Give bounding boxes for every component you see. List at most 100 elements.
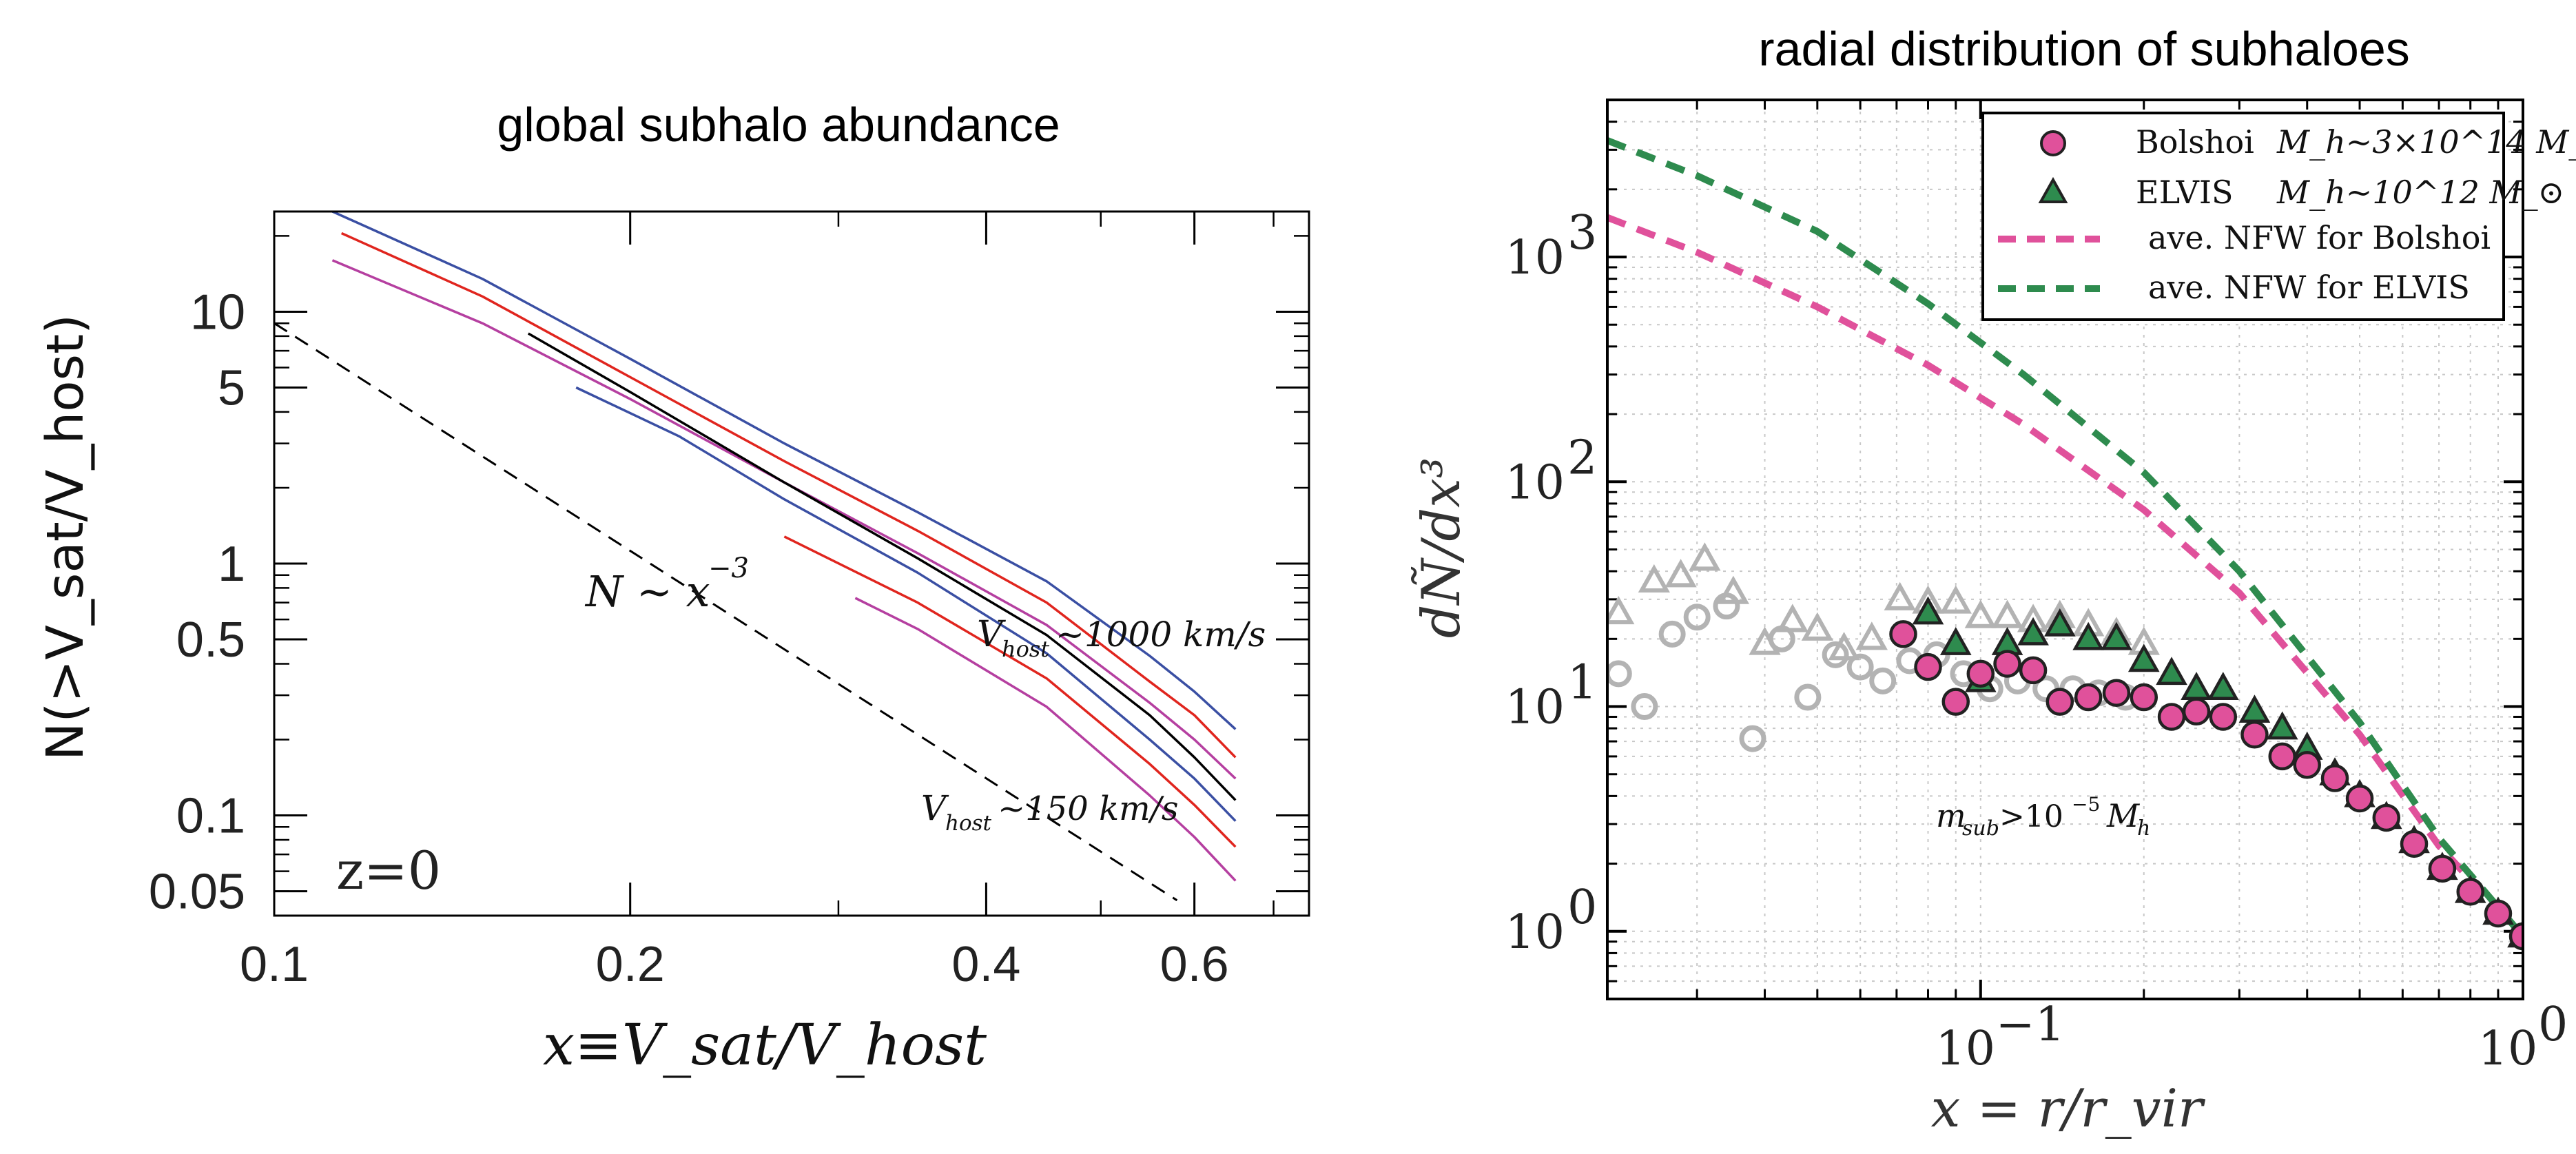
point-bolshoi-grey- — [1794, 683, 1822, 711]
right-y-tick-exponent: 2 — [1567, 431, 1597, 485]
point-bolshoi — [2372, 803, 2401, 832]
point-bolshoi — [2019, 656, 2048, 685]
point-bolshoi — [2293, 750, 2321, 779]
left-x-tick-label: 0.6 — [1160, 937, 1229, 992]
left-x-tick-label: 0.1 — [240, 937, 309, 992]
legend-label-elvis: ELVIS — [2136, 174, 2234, 211]
msub-annotation-sub: sub — [1962, 816, 1999, 841]
left-y-tick-label: 10 — [190, 285, 245, 340]
point-bolshoi-grey- — [1683, 604, 1711, 631]
legend: Bolshoi M_h~3×10^14 M_⊙ ELVIS M_h~10^12 … — [1981, 112, 2576, 321]
line-black-median — [527, 332, 1237, 801]
left-y-tick-label: 1 — [218, 537, 245, 592]
point-elvis — [2238, 694, 2271, 723]
point-elvis-grey- — [1855, 621, 1888, 650]
line-power-law-x-3 — [274, 322, 1178, 902]
point-elvis — [2181, 672, 2212, 700]
point-elvis-grey- — [1964, 599, 1997, 628]
point-bolshoi — [2130, 683, 2158, 712]
point-bolshoi — [2320, 764, 2349, 792]
legend-label-nfw-elvis: ave. NFW for ELVIS — [2148, 269, 2470, 306]
point-bolshoi — [2428, 854, 2457, 883]
right-grid — [1607, 100, 2523, 999]
point-elvis-grey- — [1665, 559, 1697, 588]
point-elvis — [2017, 617, 2049, 646]
line-blue-upper — [331, 212, 1237, 730]
point-bolshoi — [2456, 878, 2484, 906]
left-y-tick-label: 5 — [218, 361, 245, 416]
msub-annotation-tail: M — [2106, 797, 2141, 834]
point-elvis-grey- — [1607, 596, 1635, 625]
right-y-tick-exponent: 0 — [1567, 880, 1597, 935]
right-x-tick-label: 10 — [1936, 1022, 1996, 1076]
point-elvis — [2156, 657, 2187, 686]
point-elvis — [2127, 643, 2160, 672]
point-elvis-grey- — [1776, 604, 1809, 632]
line-red-lower — [783, 535, 1237, 848]
right-ylabel: dÑ/dx³ — [1410, 457, 1472, 639]
left-ticks: 0.1 0.2 0.4 0.6 0.05 0.1 0.5 1 5 10 — [149, 212, 1309, 992]
point-bolshoi — [2102, 679, 2131, 707]
vhost-high-value: ~1000 km/s — [1055, 615, 1266, 655]
right-x-tick-exponent: −1 — [1996, 998, 2065, 1052]
point-bolshoi — [1993, 650, 2021, 678]
point-bolshoi — [1914, 652, 1942, 681]
point-bolshoi-grey- — [1631, 693, 1658, 721]
point-bolshoi — [2268, 742, 2296, 771]
point-bolshoi — [2400, 830, 2429, 858]
legend-marker-elvis — [2038, 176, 2068, 203]
left-xlabel: x≡V_sat/V_host — [543, 1013, 987, 1078]
point-elvis-grey- — [1828, 632, 1860, 661]
legend-math-elvis: M_h~10^12 M_⊙ — [2276, 174, 2564, 211]
point-bolshoi — [1966, 659, 1995, 688]
point-elvis-grey- — [1689, 542, 1721, 571]
point-elvis-grey- — [1638, 564, 1670, 593]
right-y-tick-exponent: 1 — [1567, 656, 1597, 710]
point-elvis — [2043, 608, 2076, 637]
point-elvis-grey- — [1884, 581, 1916, 610]
point-elvis-grey- — [1749, 626, 1781, 655]
msub-annotation-mid: >10 — [1999, 799, 2063, 834]
left-x-tick-label: 0.2 — [596, 937, 665, 992]
point-bolshoi — [2046, 688, 2074, 716]
right-y-tick-exponent: 3 — [1567, 206, 1597, 260]
powerlaw-label: N ~ x — [584, 566, 710, 617]
point-bolshoi-grey- — [1658, 620, 1686, 648]
right-y-tick-label: 10 — [1505, 231, 1565, 285]
point-bolshoi — [2240, 721, 2269, 749]
point-elvis — [1939, 626, 1972, 655]
powerlaw-exponent: −3 — [708, 553, 749, 584]
vhost-high-sub: host — [1002, 636, 1049, 662]
point-elvis — [1912, 596, 1944, 625]
vhost-high-label: V — [977, 614, 1006, 655]
msub-annotation-exp: −5 — [2072, 793, 2100, 816]
legend-label-bolshoi: Bolshoi — [2136, 123, 2254, 161]
point-bolshoi-grey- — [1607, 660, 1632, 688]
right-panel: radial distribution of subhaloes 10 −1 10 0… — [1410, 22, 2576, 1139]
left-panel-title: global subhalo abundance — [497, 98, 1060, 152]
right-y-tick-label: 10 — [1505, 905, 1565, 960]
left-series — [274, 212, 1237, 902]
point-bolshoi-grey- — [1846, 653, 1874, 681]
vhost-low-sub: host — [945, 811, 992, 836]
point-bolshoi — [2345, 784, 2374, 813]
legend-marker-bolshoi — [2040, 130, 2066, 156]
point-bolshoi-grey- — [1822, 641, 1849, 668]
point-elvis-grey- — [1939, 585, 1972, 614]
point-elvis — [2207, 672, 2239, 700]
left-x-tick-label: 0.4 — [951, 937, 1020, 992]
line-red-upper — [340, 231, 1237, 759]
right-y-tick-label: 10 — [1505, 681, 1565, 735]
point-bolshoi — [2074, 683, 2103, 712]
right-x-tick-label: 10 — [2478, 1022, 2538, 1076]
vhost-low-label: V — [921, 788, 949, 828]
point-elvis-grey- — [1717, 575, 1750, 604]
point-bolshoi — [2209, 703, 2238, 731]
curve-ave-nfw-for-elvis — [1607, 137, 2523, 939]
msub-annotation: m — [1936, 797, 1966, 834]
left-plot-frame — [273, 210, 1310, 917]
point-bolshoi — [2157, 703, 2186, 731]
right-panel-title: radial distribution of subhaloes — [1758, 22, 2410, 76]
line-magenta-lower — [854, 597, 1237, 882]
point-bolshoi — [1941, 688, 1970, 716]
